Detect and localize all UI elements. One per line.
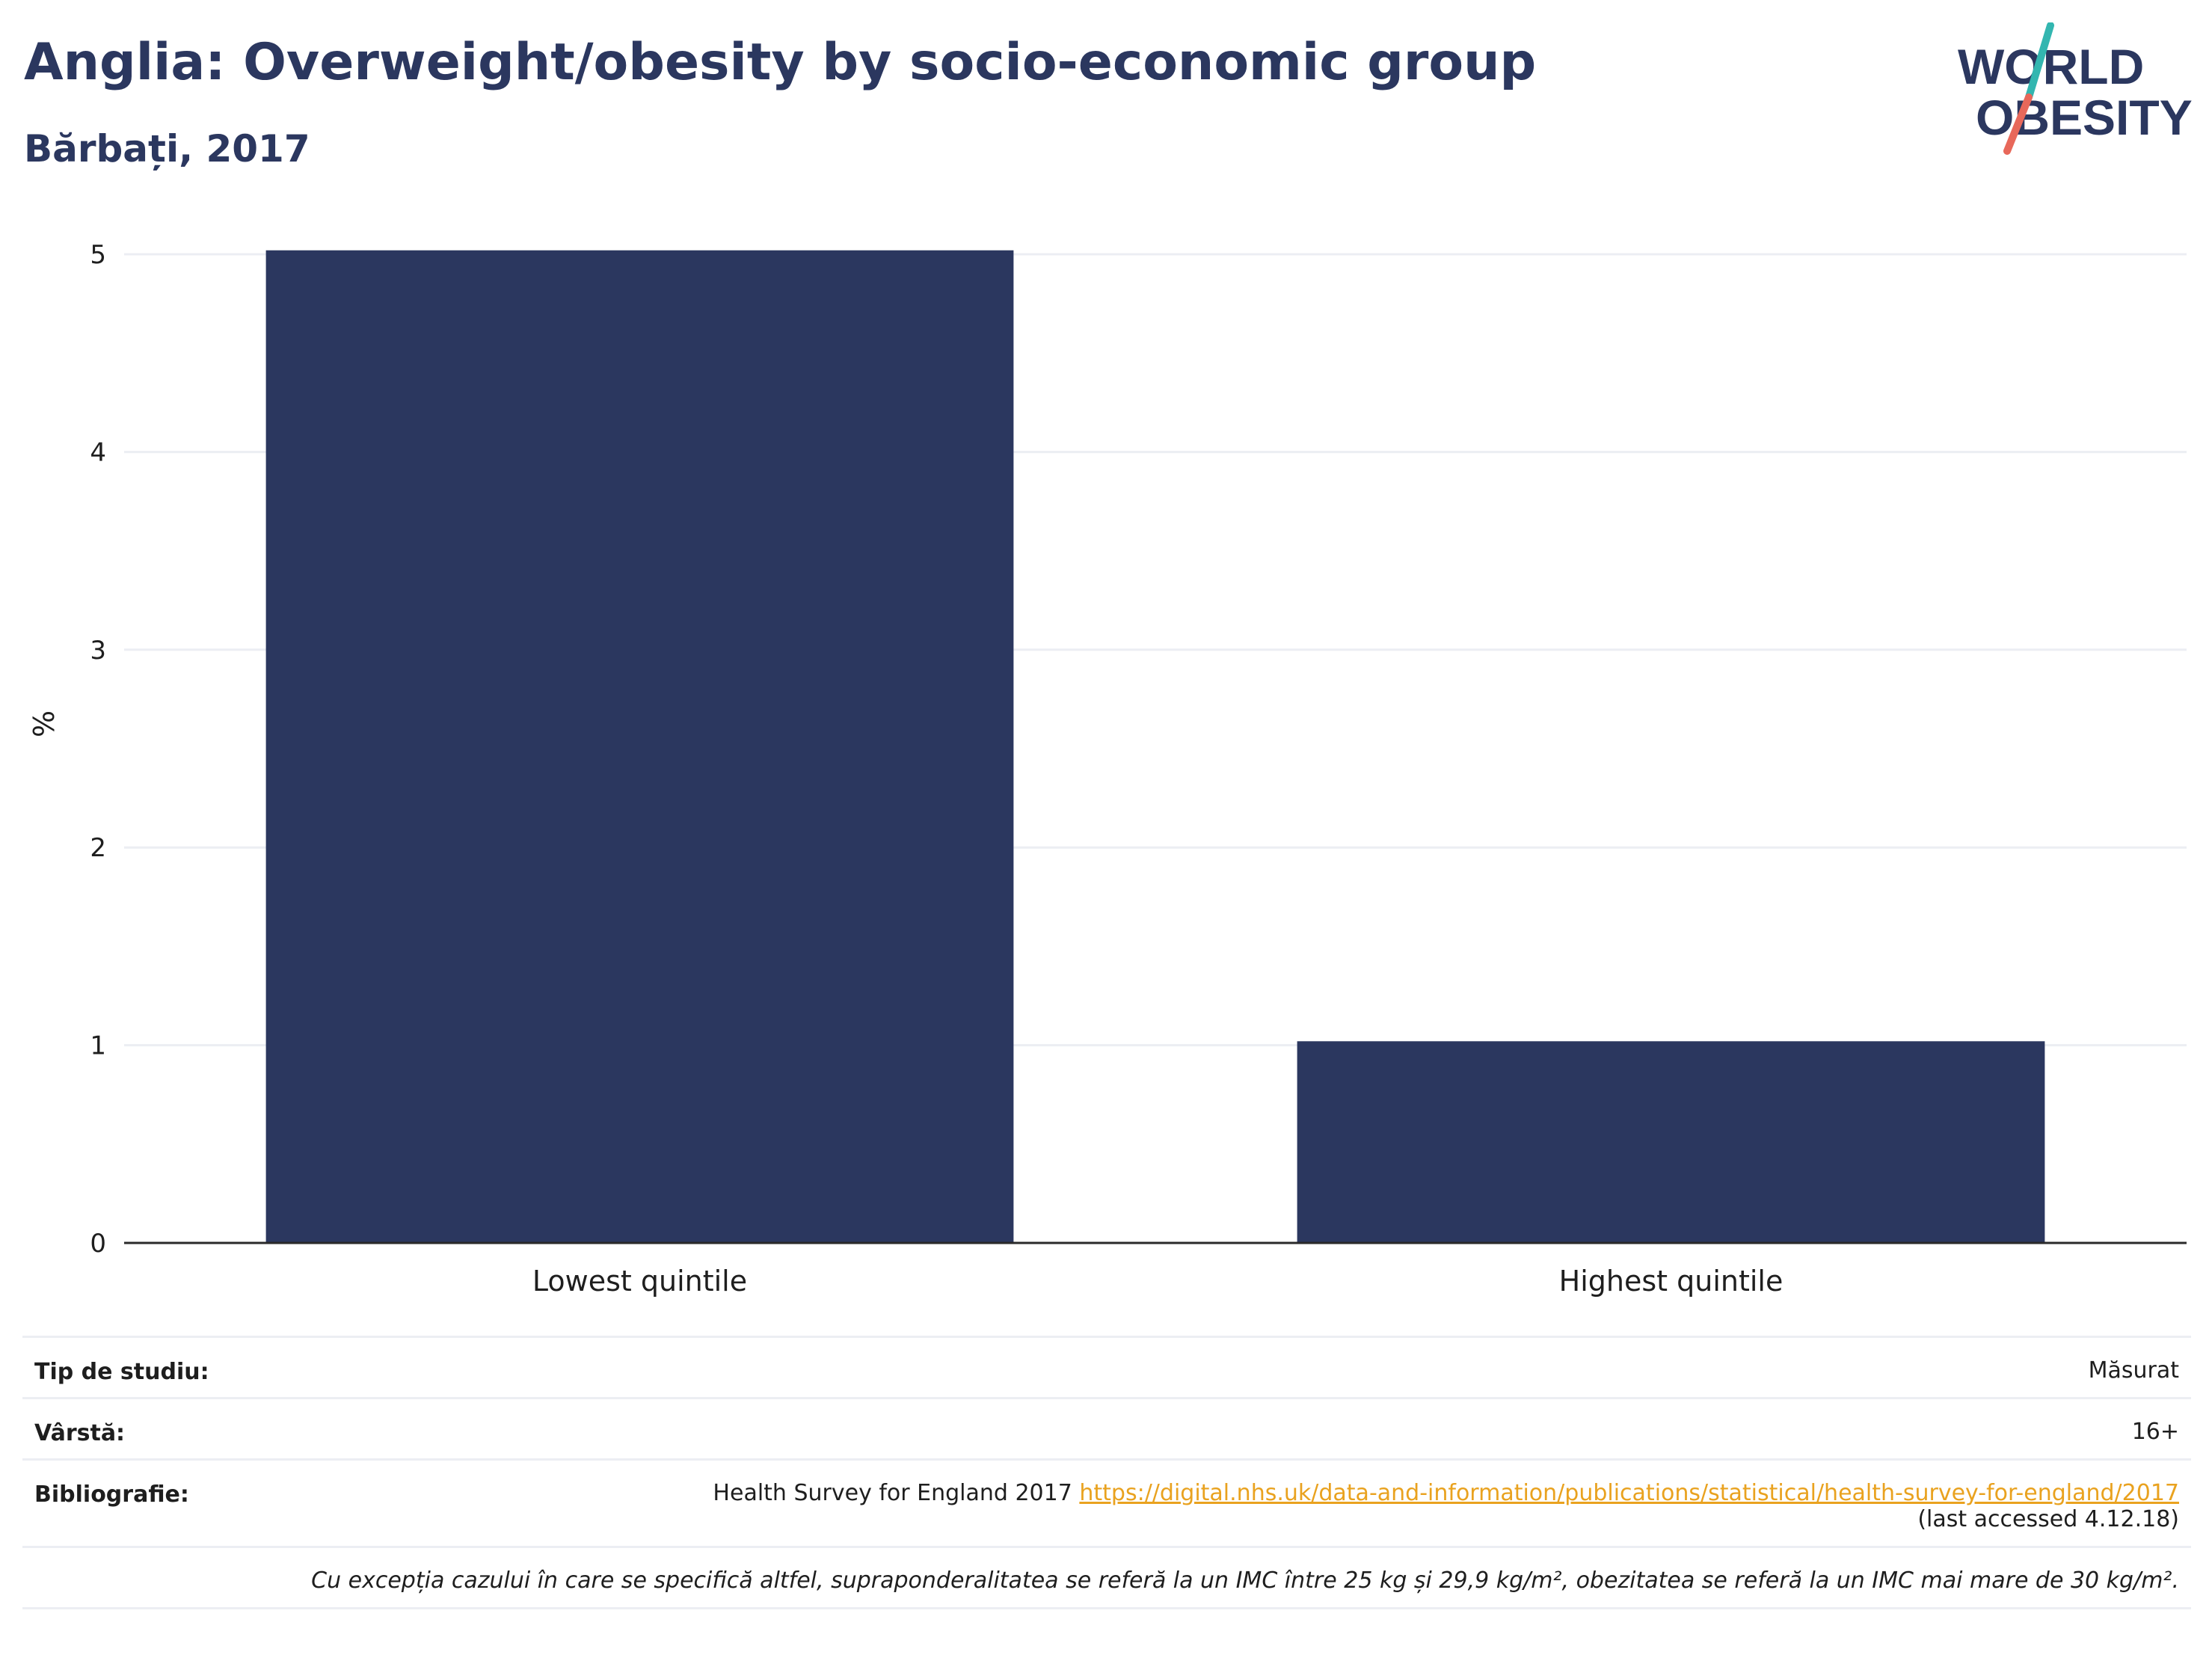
logo-text-world: WORLD bbox=[1958, 39, 2144, 94]
info-row-bibliography: Bibliografie: Health Survey for England … bbox=[22, 1458, 2191, 1546]
y-tick-label-0: 0 bbox=[90, 1229, 106, 1259]
y-axis-ticks: 0 1 2 3 4 5 bbox=[90, 240, 106, 1259]
info-row-note: Cu excepția cazului în care se specifică… bbox=[22, 1546, 2191, 1609]
y-tick-label-2: 2 bbox=[90, 833, 106, 863]
world-obesity-logo: WORLD OBESITY bbox=[1958, 22, 2193, 155]
bar-chart: 0 1 2 3 4 5 Lowest quintile Highest quintile % bbox=[28, 240, 2187, 1298]
x-tick-label-1: Lowest quintile bbox=[532, 1265, 747, 1298]
age-value: 16+ bbox=[2131, 1419, 2179, 1445]
y-tick-label-3: 3 bbox=[90, 636, 106, 666]
chart-subtitle: Bărbați, 2017 bbox=[24, 127, 310, 171]
bibliography-value: Health Survey for England 2017 https://d… bbox=[34, 1480, 2179, 1532]
logo-slash-top bbox=[2025, 22, 2054, 101]
study-type-label: Tip de studiu: bbox=[34, 1359, 209, 1385]
info-table: Tip de studiu: Măsurat Vârstă: 16+ Bibli… bbox=[22, 1336, 2191, 1609]
bars bbox=[265, 250, 2045, 1243]
logo-slash-bottom bbox=[2003, 93, 2033, 155]
x-tick-label-2: Highest quintile bbox=[1559, 1265, 1784, 1298]
bibliography-link[interactable]: https://digital.nhs.uk/data-and-informat… bbox=[1079, 1480, 2179, 1506]
info-row-study-type: Tip de studiu: Măsurat bbox=[22, 1336, 2191, 1397]
bar-highest-quintile bbox=[1297, 1041, 2045, 1243]
bibliography-accessed: (last accessed 4.12.18) bbox=[1917, 1506, 2179, 1532]
info-row-age: Vârstă: 16+ bbox=[22, 1397, 2191, 1458]
bibliography-text: Health Survey for England 2017 bbox=[713, 1480, 1072, 1506]
definition-note: Cu excepția cazului în care se specifică… bbox=[311, 1568, 2179, 1594]
y-tick-label-1: 1 bbox=[90, 1031, 106, 1061]
y-tick-label-5: 5 bbox=[90, 240, 106, 270]
y-axis-title: % bbox=[28, 710, 61, 737]
bibliography-label: Bibliografie: bbox=[34, 1481, 189, 1508]
bar-lowest-quintile bbox=[265, 250, 1014, 1243]
study-type-value: Măsurat bbox=[2088, 1357, 2179, 1384]
x-axis-labels: Lowest quintile Highest quintile bbox=[532, 1265, 1783, 1298]
y-tick-label-4: 4 bbox=[90, 437, 106, 467]
age-label: Vârstă: bbox=[34, 1420, 126, 1446]
chart-title: Anglia: Overweight/obesity by socio-econ… bbox=[24, 33, 1537, 92]
